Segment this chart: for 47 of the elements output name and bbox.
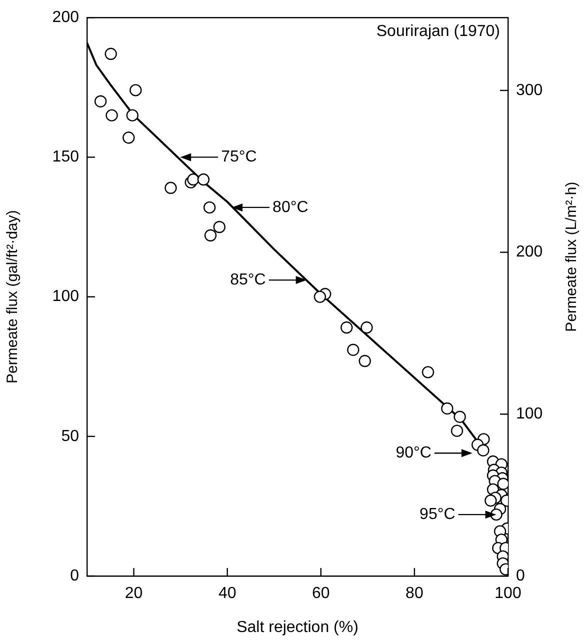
point bbox=[213, 220, 226, 234]
point bbox=[204, 229, 217, 242]
point bbox=[422, 366, 434, 378]
point bbox=[106, 109, 118, 122]
annotation: 85°C bbox=[230, 271, 266, 288]
point bbox=[441, 402, 454, 415]
point bbox=[197, 173, 210, 186]
x-axis-title: Salt rejection (%) bbox=[236, 618, 358, 636]
annotation: 80°C bbox=[272, 198, 308, 216]
point bbox=[94, 95, 107, 108]
point bbox=[130, 84, 142, 96]
y-axis-title: Permeate flux (gal/ft²·day) bbox=[4, 210, 22, 384]
y2-tick-label: 100 bbox=[516, 406, 543, 423]
y2-axis-title: Permeate flux (L/m²·h) bbox=[563, 182, 580, 332]
y-tick-label: 50 bbox=[61, 428, 80, 445]
x-tick-label: 20 bbox=[124, 585, 143, 602]
y-tick-label: 100 bbox=[52, 288, 80, 306]
y-tick-label: 200 bbox=[52, 9, 80, 26]
point bbox=[454, 410, 466, 423]
point bbox=[347, 344, 360, 356]
annotation: 90°C bbox=[396, 444, 432, 462]
point bbox=[104, 48, 117, 60]
annotation: Sourirajan (1970) bbox=[376, 23, 500, 40]
point bbox=[477, 444, 490, 456]
point bbox=[450, 424, 464, 437]
annotation: 95°C bbox=[420, 506, 456, 523]
point bbox=[187, 173, 200, 186]
point bbox=[360, 321, 373, 334]
point bbox=[484, 494, 497, 507]
y2-tick-label: 0 bbox=[516, 567, 525, 584]
point bbox=[126, 109, 138, 122]
x-tick-label: 60 bbox=[312, 585, 330, 602]
y-tick-label: 0 bbox=[70, 567, 80, 584]
point bbox=[358, 354, 371, 368]
annotation: 75°C bbox=[221, 148, 257, 166]
y2-tick-label: 200 bbox=[516, 244, 543, 261]
x-tick-label: 100 bbox=[494, 585, 522, 602]
point bbox=[122, 132, 135, 144]
point bbox=[314, 290, 326, 303]
point bbox=[203, 201, 216, 214]
x-tick-label: 80 bbox=[406, 585, 424, 602]
x-tick-label: 40 bbox=[218, 585, 236, 602]
point bbox=[164, 182, 177, 194]
point bbox=[497, 478, 508, 490]
y2-tick-label: 300 bbox=[516, 82, 543, 99]
point bbox=[340, 321, 353, 334]
y-tick-label: 150 bbox=[52, 148, 80, 166]
